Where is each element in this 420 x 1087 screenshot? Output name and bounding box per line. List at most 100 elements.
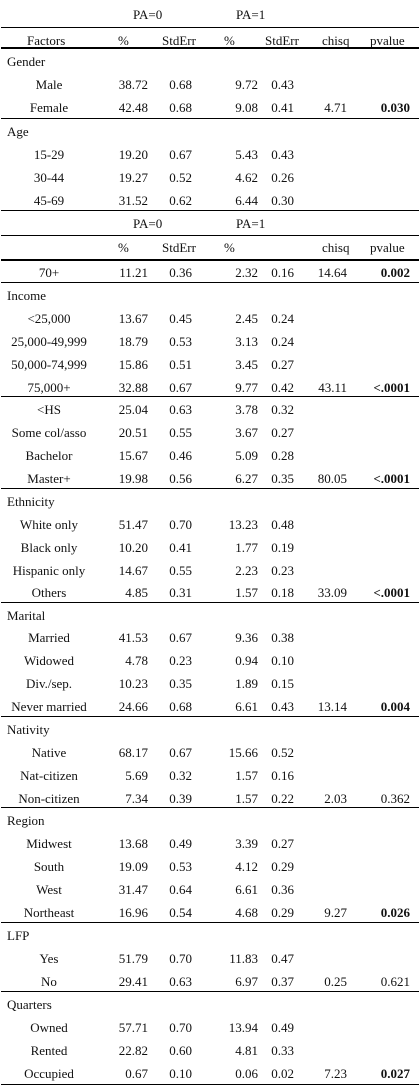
cell-stderr-pa0: 0.68 <box>169 77 192 92</box>
cell-stderr-pa0: 0.62 <box>169 193 192 208</box>
table-row: <HS 25.04 0.63 3.78 0.32 <box>0 398 420 421</box>
factor-label: West <box>36 882 62 897</box>
section-rule <box>1 282 419 283</box>
cell-chisq: 4.71 <box>324 100 347 115</box>
cell-percent-pa1: 6.27 <box>235 471 258 486</box>
table-row: 25,000-49,999 18.79 0.53 3.13 0.24 <box>0 330 420 353</box>
cell-percent-pa0: 19.98 <box>118 471 148 486</box>
cell-stderr-pa0: 0.41 <box>169 540 192 555</box>
header-percent-pa1-repeat: % <box>224 240 235 255</box>
cell-stderr-pa1: 0.29 <box>271 905 294 920</box>
cell-percent-pa1: 11.83 <box>229 951 258 966</box>
table-row: Div./sep. 10.23 0.35 1.89 0.15 <box>0 672 420 695</box>
cell-stderr-pa0: 0.63 <box>169 974 192 989</box>
cell-stderr-pa0: 0.51 <box>169 357 192 372</box>
cell-percent-pa0: 11.21 <box>119 265 148 280</box>
section-rule <box>1 488 419 489</box>
cell-percent-pa0: 19.09 <box>118 859 148 874</box>
group-label: Region <box>7 813 45 828</box>
section-rule <box>1 922 419 923</box>
cell-stderr-pa1: 0.42 <box>271 380 294 395</box>
cell-stderr-pa0: 0.64 <box>169 882 192 897</box>
table-row: 15-29 19.20 0.67 5.43 0.43 <box>0 143 420 166</box>
cell-stderr-pa1: 0.27 <box>271 836 294 851</box>
cell-percent-pa0: 31.52 <box>118 193 148 208</box>
page-break-rule-top <box>1 210 419 211</box>
cell-percent-pa1: 9.36 <box>235 630 258 645</box>
cell-pvalue: 0.004 <box>380 699 410 714</box>
factor-label: <25,000 <box>27 311 71 326</box>
table-row: Others 4.85 0.31 1.57 0.18 33.09 <.0001 <box>0 581 420 604</box>
cell-stderr-pa0: 0.70 <box>169 517 192 532</box>
cell-stderr-pa1: 0.27 <box>271 357 294 372</box>
section-rule <box>1 602 419 603</box>
table-row: Midwest 13.68 0.49 3.39 0.27 <box>0 832 420 855</box>
cell-chisq: 13.14 <box>317 699 347 714</box>
table-row: White only 51.47 0.70 13.23 0.48 <box>0 513 420 536</box>
cell-stderr-pa1: 0.24 <box>271 334 294 349</box>
group-label-row: Ethnicity <box>0 490 420 513</box>
cell-pvalue: <.0001 <box>373 471 410 486</box>
group-label-row: Age <box>0 120 420 143</box>
cell-percent-pa0: 31.47 <box>118 882 148 897</box>
cell-percent-pa0: 10.23 <box>118 676 148 691</box>
cell-percent-pa0: 41.53 <box>118 630 148 645</box>
table-row: Never married 24.66 0.68 6.61 0.43 13.14 0.004 <box>0 695 420 718</box>
group-label-row: Gender <box>0 50 420 73</box>
table-row: Married 41.53 0.67 9.36 0.38 <box>0 626 420 649</box>
cell-stderr-pa1: 0.28 <box>271 448 294 463</box>
cell-stderr-pa0: 0.67 <box>169 380 192 395</box>
factor-label: 30-44 <box>33 170 65 185</box>
cell-percent-pa0: 19.20 <box>118 147 148 162</box>
factor-label: Black only <box>20 540 78 555</box>
cell-stderr-pa1: 0.35 <box>271 471 294 486</box>
cell-percent-pa0: 19.27 <box>118 170 148 185</box>
header-chisq-repeat: chisq <box>322 240 350 255</box>
header-pa1-repeat: PA=1 <box>236 216 266 231</box>
section-rule <box>1 396 419 397</box>
cell-percent-pa0: 15.86 <box>118 357 148 372</box>
cell-percent-pa1: 5.43 <box>235 147 258 162</box>
factor-label: 50,000-74,999 <box>11 357 87 372</box>
cell-percent-pa0: 20.51 <box>118 425 148 440</box>
table-row: Master+ 19.98 0.56 6.27 0.35 80.05 <.0001 <box>0 467 420 490</box>
cell-percent-pa0: 24.66 <box>118 699 148 714</box>
header-percent-pa0-repeat: % <box>118 240 129 255</box>
factor-label: Master+ <box>27 471 71 486</box>
cell-percent-pa1: 3.39 <box>235 836 258 851</box>
cell-percent-pa1: 9.08 <box>235 100 258 115</box>
cell-stderr-pa1: 0.48 <box>271 517 294 532</box>
cell-stderr-pa0: 0.70 <box>169 951 192 966</box>
table-row: South 19.09 0.53 4.12 0.29 <box>0 855 420 878</box>
cell-stderr-pa1: 0.16 <box>271 265 294 280</box>
cell-percent-pa0: 0.67 <box>125 1066 148 1081</box>
table-row: Nat-citizen 5.69 0.32 1.57 0.16 <box>0 764 420 787</box>
cell-percent-pa1: 6.61 <box>235 882 258 897</box>
factor-label: Some col/asso <box>11 425 87 440</box>
factor-label: Male <box>35 77 63 92</box>
cell-stderr-pa0: 0.52 <box>169 170 192 185</box>
cell-stderr-pa1: 0.29 <box>271 859 294 874</box>
header-pa1: PA=1 <box>236 7 266 22</box>
header-stderr-pa1: StdErr <box>265 33 299 48</box>
cell-percent-pa0: 51.47 <box>118 517 148 532</box>
cell-percent-pa0: 32.88 <box>118 380 148 395</box>
cell-pvalue: 0.362 <box>380 791 410 806</box>
table-row: Black only 10.20 0.41 1.77 0.19 <box>0 536 420 559</box>
header-pvalue: pvalue <box>370 33 405 48</box>
cell-percent-pa0: 15.67 <box>118 448 148 463</box>
section-rule <box>1 1084 419 1085</box>
cell-percent-pa0: 10.20 <box>118 540 148 555</box>
table-row: Occupied 0.67 0.10 0.06 0.02 7.23 0.027 <box>0 1062 420 1085</box>
cell-stderr-pa1: 0.41 <box>271 100 294 115</box>
column-header-row-repeat: % StdErr % chisq pvalue <box>0 236 420 259</box>
header-pa0-repeat: PA=0 <box>133 216 163 231</box>
cell-percent-pa1: 3.78 <box>235 402 258 417</box>
cell-pvalue: 0.002 <box>380 265 410 280</box>
cell-stderr-pa1: 0.23 <box>271 563 294 578</box>
section-rule <box>1 991 419 992</box>
table-row: Bachelor 15.67 0.46 5.09 0.28 <box>0 444 420 467</box>
cell-stderr-pa1: 0.10 <box>271 653 294 668</box>
cell-stderr-pa0: 0.53 <box>169 334 192 349</box>
cell-stderr-pa1: 0.18 <box>271 585 294 600</box>
